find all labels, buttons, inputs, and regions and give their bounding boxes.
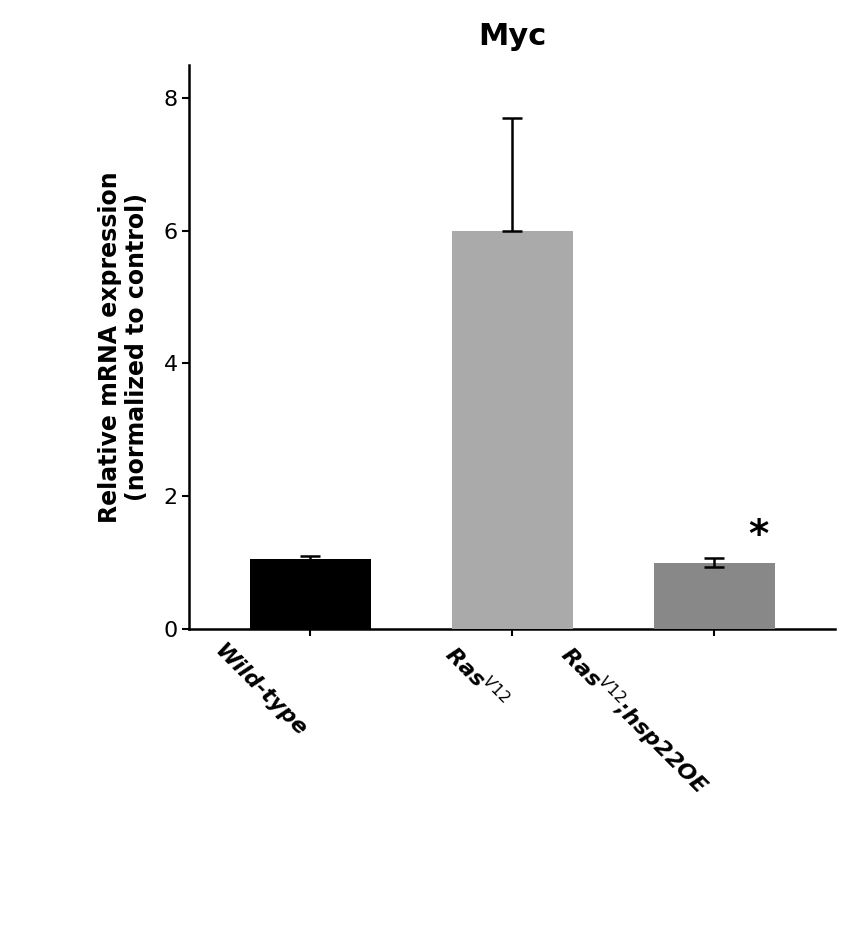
Text: *: * (748, 517, 769, 555)
Bar (653, 562, 775, 629)
Title: Myc: Myc (478, 22, 547, 51)
Bar (250, 560, 371, 629)
Y-axis label: Relative mRNA expression
(normalized to control): Relative mRNA expression (normalized to … (97, 171, 150, 523)
Bar (452, 230, 573, 629)
